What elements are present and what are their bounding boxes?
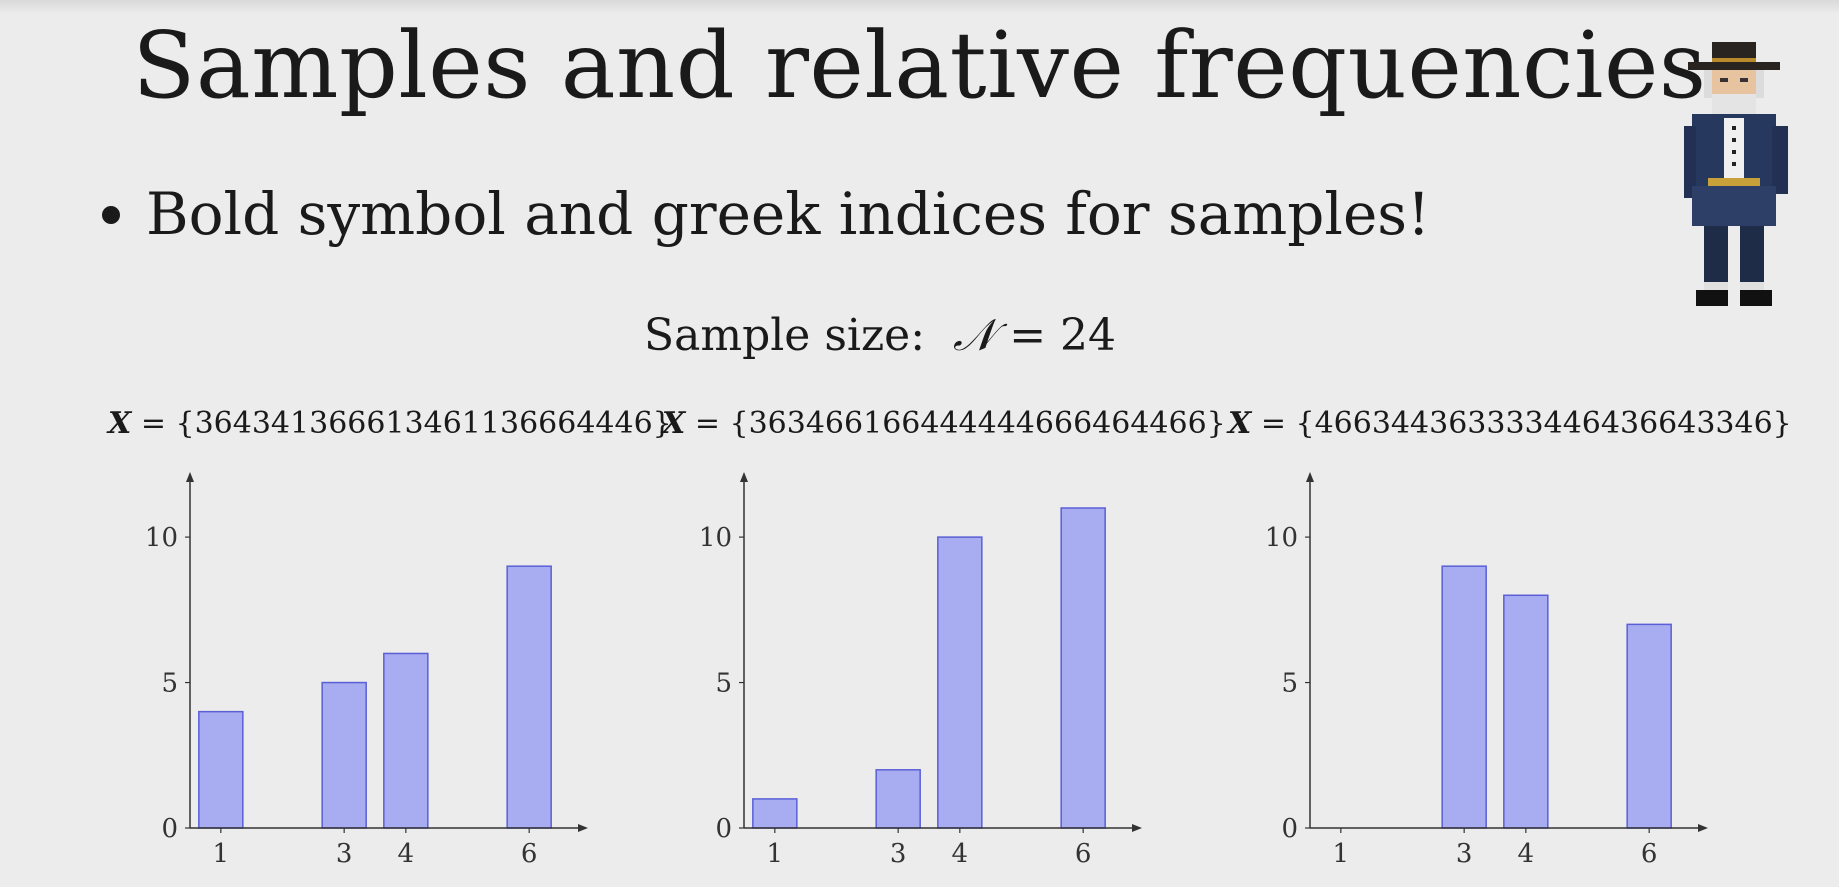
sample-size-symbol: 𝒩 <box>953 310 996 361</box>
y-tick-label: 5 <box>715 669 732 699</box>
y-tick-label: 10 <box>699 523 732 553</box>
y-axis-arrow-icon <box>186 472 194 482</box>
bullet-point: Bold symbol and greek indices for sample… <box>102 180 1430 248</box>
y-tick-label: 0 <box>1281 814 1298 844</box>
x-tick-label: 4 <box>952 839 969 869</box>
bar-4 <box>937 536 983 829</box>
pixel-art-old-man-icon <box>1684 42 1788 306</box>
x-tick-label: 6 <box>521 839 538 869</box>
bar-chart-2: 0 5 10 1 3 4 6 <box>699 472 1142 869</box>
bar-chart-1: 0 5 10 1 3 4 6 <box>145 472 588 869</box>
sample-symbol: X <box>108 406 132 441</box>
sample-size-value: = 24 <box>1009 310 1117 361</box>
sample-symbol: X <box>662 406 686 441</box>
x-tick-label: 1 <box>767 839 784 869</box>
sample-label-3: X = {466344363333446436643346} <box>1228 406 1792 441</box>
x-tick-label: 3 <box>336 839 353 869</box>
bar-6 <box>1060 507 1106 829</box>
sample-symbol: X <box>1228 406 1252 441</box>
bar-3 <box>875 769 921 829</box>
y-tick-label: 10 <box>145 523 178 553</box>
x-tick-label: 6 <box>1641 839 1658 869</box>
y-tick-label: 5 <box>1281 669 1298 699</box>
x-tick-label: 1 <box>213 839 230 869</box>
sample-label-1: X = {364341366613461136664446} <box>108 406 672 441</box>
y-tick-label: 5 <box>161 669 178 699</box>
x-axis-arrow-icon <box>1132 824 1142 832</box>
y-axis-arrow-icon <box>740 472 748 482</box>
sample-size-label: Sample size: <box>643 310 926 361</box>
sample-label-2: X = {363466166444444666464466} <box>662 406 1226 441</box>
x-tick-label: 3 <box>1456 839 1473 869</box>
bar-6 <box>1626 623 1672 829</box>
y-axis-arrow-icon <box>1306 472 1314 482</box>
bar-6 <box>506 565 552 829</box>
bar-4 <box>383 652 429 829</box>
x-tick-label: 4 <box>1518 839 1535 869</box>
bullet-text: Bold symbol and greek indices for sample… <box>146 180 1431 248</box>
y-tick-label: 10 <box>1265 523 1298 553</box>
bar-chart-3: 0 5 10 1 3 4 6 <box>1265 472 1708 869</box>
bar-1 <box>752 798 798 829</box>
x-tick-label: 1 <box>1333 839 1350 869</box>
y-tick-label: 0 <box>715 814 732 844</box>
x-tick-label: 6 <box>1075 839 1092 869</box>
sample-size-line: Sample size: 𝒩 = 24 <box>0 310 1760 361</box>
bullet-dot-icon <box>102 205 120 224</box>
x-axis-arrow-icon <box>578 824 588 832</box>
x-axis-arrow-icon <box>1698 824 1708 832</box>
slide-title: Samples and relative frequencies <box>132 12 1707 119</box>
y-tick-label: 0 <box>161 814 178 844</box>
bar-3 <box>1441 565 1487 829</box>
sample-values: = {364341366613461136664446} <box>140 406 672 441</box>
bar-4 <box>1503 594 1549 829</box>
top-shadow <box>0 0 1839 14</box>
bar-1 <box>198 710 244 829</box>
sample-values: = {363466166444444666464466} <box>694 406 1226 441</box>
bar-3 <box>321 681 367 829</box>
x-tick-label: 3 <box>890 839 907 869</box>
sample-values: = {466344363333446436643346} <box>1260 406 1792 441</box>
x-tick-label: 4 <box>398 839 415 869</box>
